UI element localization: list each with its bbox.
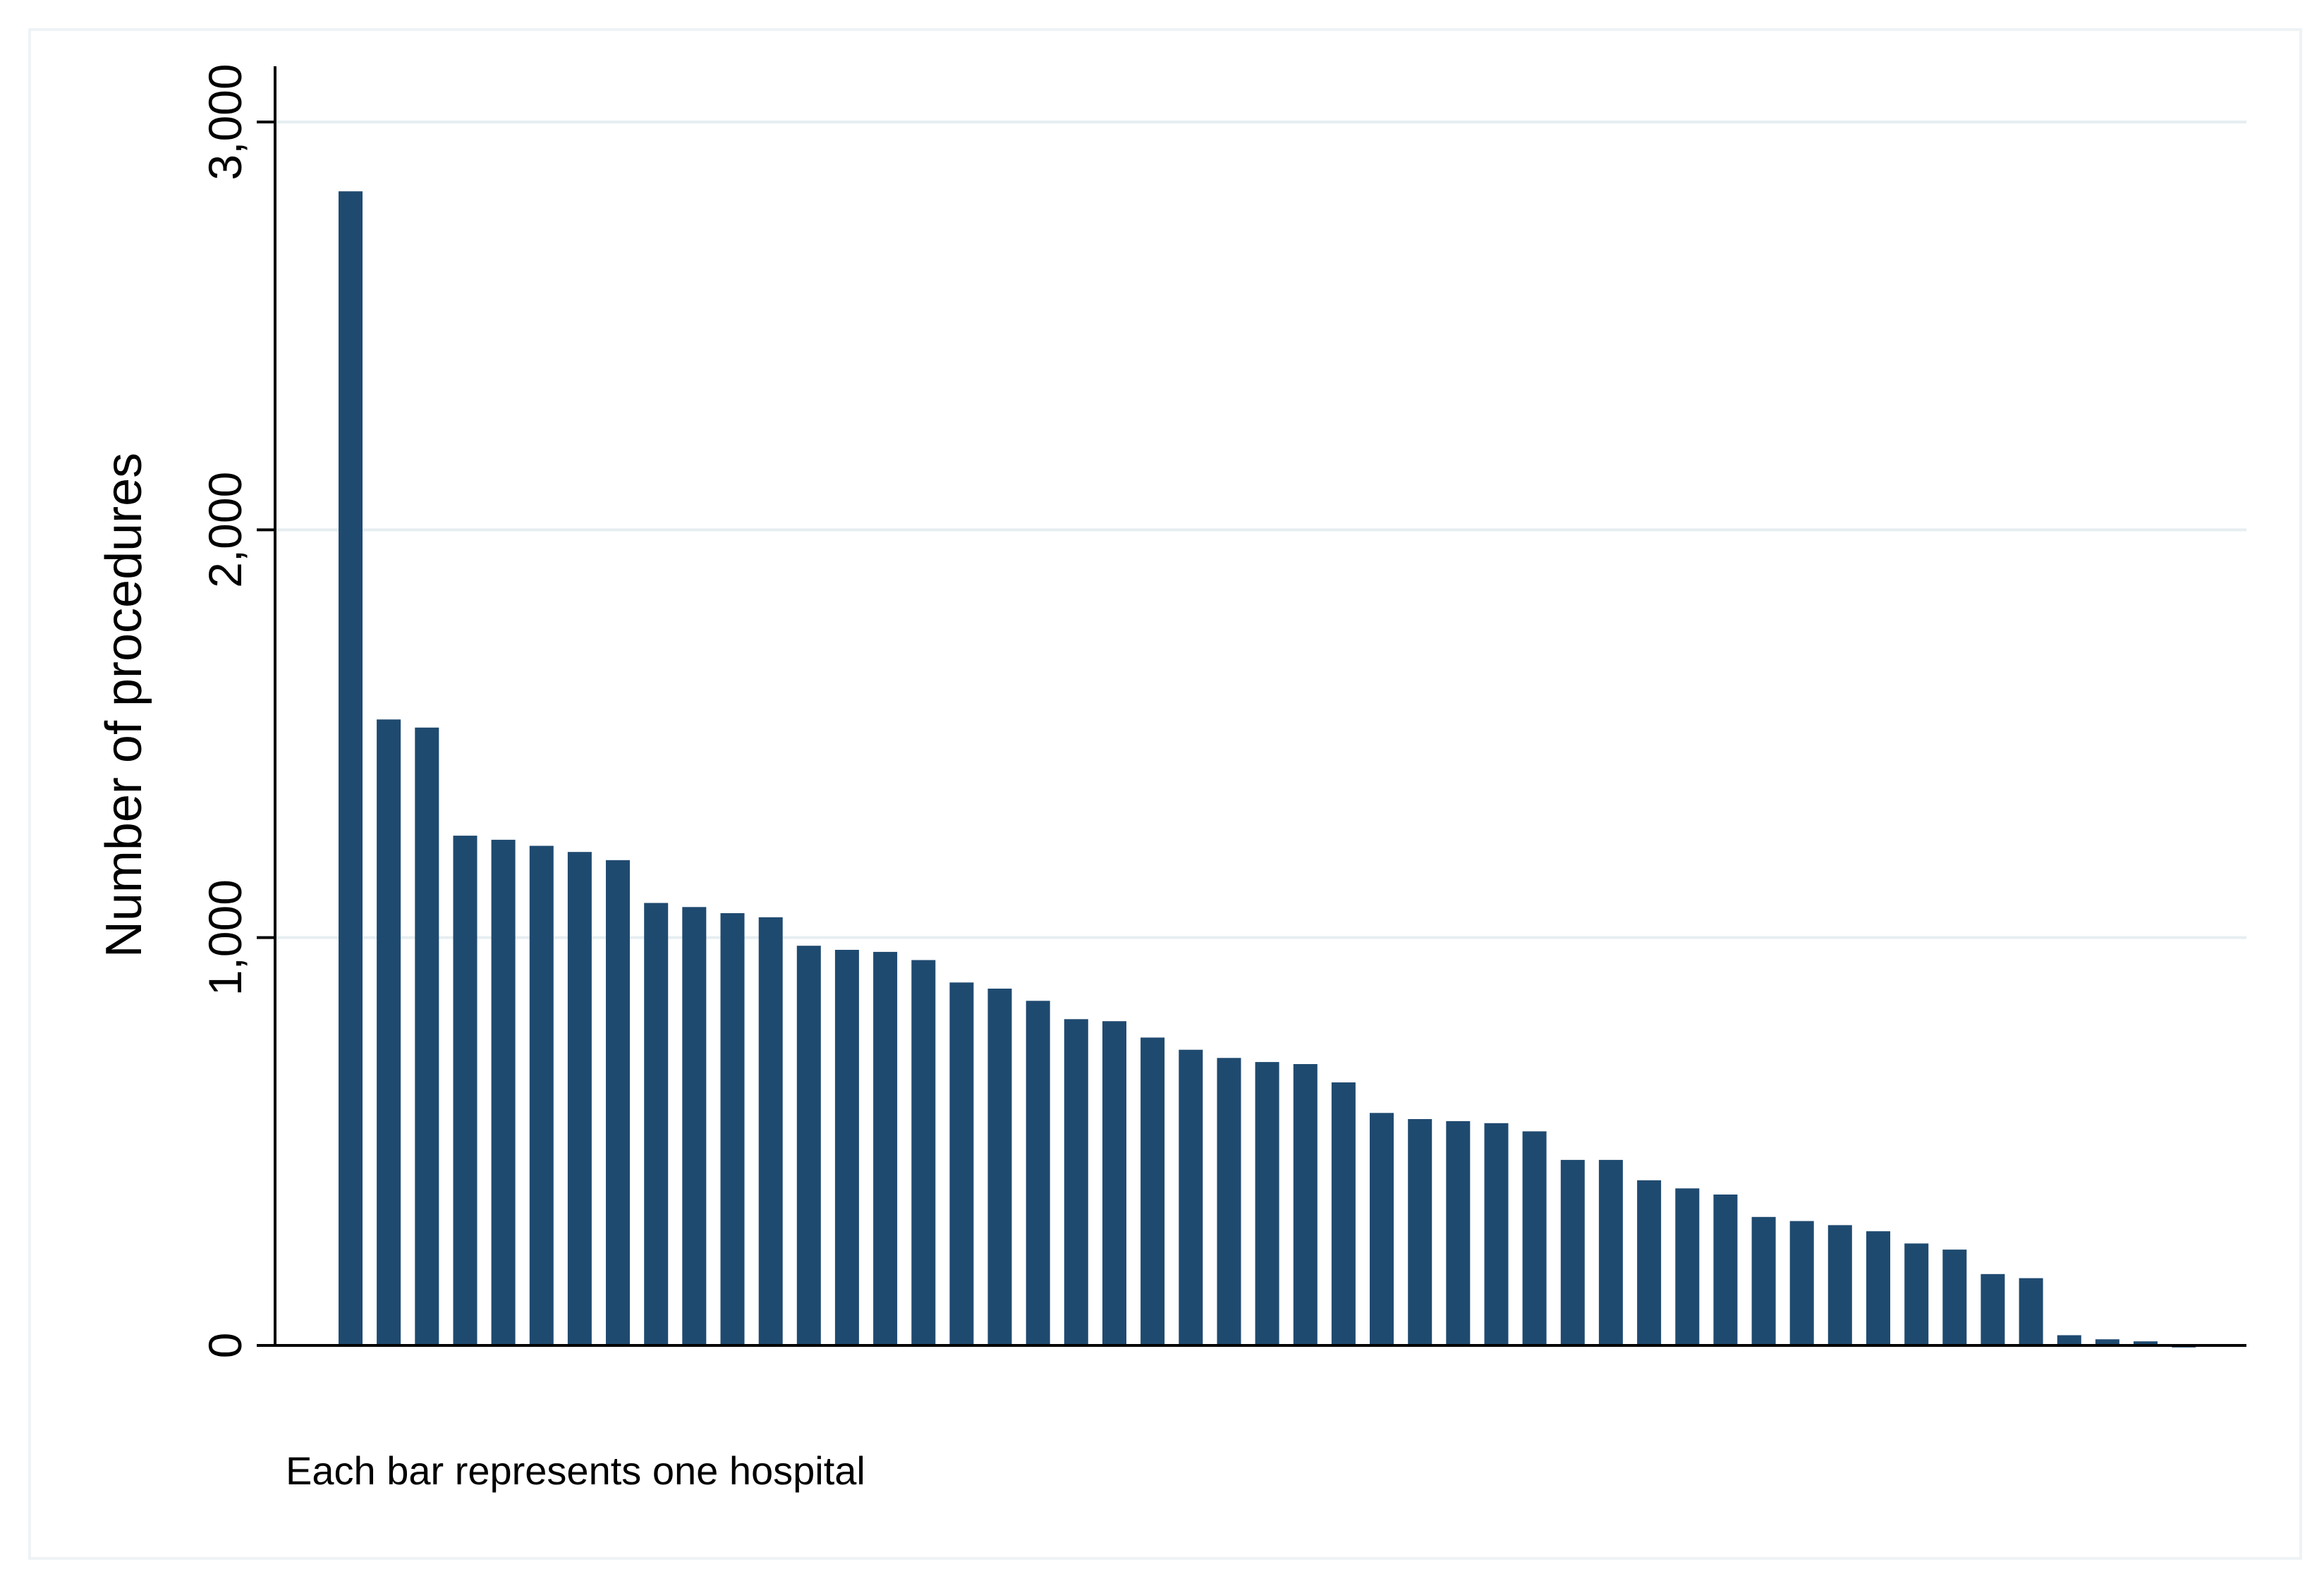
y-tick-label-2000: 2,000 <box>199 472 251 588</box>
bar-2 <box>377 719 401 1345</box>
bar-39 <box>1789 1221 1814 1345</box>
bar-16 <box>911 960 936 1345</box>
gridlines <box>275 121 2246 939</box>
bar-11 <box>720 913 745 1345</box>
bar-28 <box>1370 1113 1394 1345</box>
bar-6 <box>529 845 554 1345</box>
bar-40 <box>1827 1225 1852 1345</box>
bar-23 <box>1179 1049 1203 1345</box>
bar-1 <box>339 191 363 1345</box>
bar-31 <box>1484 1123 1509 1345</box>
bar-38 <box>1751 1216 1776 1345</box>
axes <box>274 66 2246 1347</box>
bar-24 <box>1217 1058 1241 1345</box>
bar-4 <box>453 836 477 1345</box>
bar-30 <box>1446 1120 1471 1345</box>
bar-27 <box>1331 1082 1356 1345</box>
bar-14 <box>834 950 859 1345</box>
bar-10 <box>682 907 707 1345</box>
bar-13 <box>796 946 821 1345</box>
y-tick-label-1000: 1,000 <box>199 879 251 996</box>
bar-26 <box>1293 1064 1318 1346</box>
bar-43 <box>1942 1250 1967 1345</box>
bar-29 <box>1408 1119 1432 1345</box>
bar-8 <box>606 860 630 1345</box>
bar-7 <box>567 852 592 1345</box>
bar-32 <box>1522 1131 1547 1345</box>
bar-12 <box>758 917 783 1346</box>
bar-25 <box>1255 1062 1279 1345</box>
bar-22 <box>1140 1037 1165 1345</box>
y-ticks: 0 1,000 2,000 3,000 <box>199 63 275 1358</box>
bar-3 <box>415 727 439 1345</box>
bar-41 <box>1866 1231 1890 1345</box>
bar-21 <box>1102 1021 1126 1345</box>
y-tick-label-0: 0 <box>199 1333 251 1359</box>
bar-46 <box>2057 1335 2081 1345</box>
bars <box>339 191 2196 1348</box>
bar-48 <box>2134 1341 2158 1345</box>
y-axis-title: Number of procedures <box>96 453 152 958</box>
bar-36 <box>1675 1188 1700 1345</box>
bar-19 <box>1026 1001 1050 1345</box>
bar-37 <box>1713 1195 1738 1345</box>
bar-15 <box>873 951 898 1345</box>
bar-18 <box>987 989 1012 1345</box>
bar-44 <box>1981 1274 2005 1345</box>
bar-9 <box>644 903 669 1345</box>
bar-20 <box>1064 1019 1088 1345</box>
y-tick-label-3000: 3,000 <box>199 63 251 180</box>
bar-17 <box>949 982 974 1345</box>
bar-45 <box>2019 1278 2043 1345</box>
chart-note: Each bar represents one hospital <box>286 1448 865 1493</box>
bar-47 <box>2095 1339 2119 1345</box>
bar-35 <box>1637 1180 1662 1345</box>
bar-33 <box>1560 1159 1585 1345</box>
bar-42 <box>1904 1243 1929 1345</box>
bar-5 <box>491 839 516 1345</box>
bar-34 <box>1598 1159 1623 1345</box>
